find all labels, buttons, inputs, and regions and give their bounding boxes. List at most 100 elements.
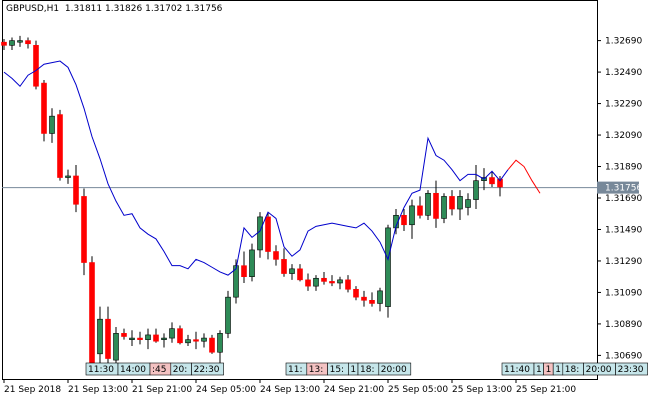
- x-tick-label: 25 Sep 05:00: [388, 385, 448, 395]
- candle-body: [321, 277, 327, 282]
- candle-body: [241, 265, 247, 277]
- candle-body: [153, 334, 159, 342]
- y-tick-label: 1.31890: [605, 163, 642, 173]
- candle-body: [49, 115, 55, 134]
- x-tick-label: 24 Sep 05:00: [196, 385, 256, 395]
- candle-body: [425, 192, 431, 216]
- chart-header: GBPUSD,H1 1.31811 1.31826 1.31702 1.3175…: [6, 4, 222, 14]
- session-label: :45: [152, 365, 166, 375]
- session-label: 13:: [309, 365, 323, 375]
- ma-line: [3, 60, 509, 276]
- y-tick-label: 1.31090: [605, 288, 642, 298]
- x-tick-label: 25 Sep 13:00: [452, 385, 512, 395]
- current-price-tag: [597, 181, 639, 194]
- candle-body: [33, 45, 39, 87]
- candle-body: [297, 268, 303, 281]
- candle-body: [385, 227, 391, 307]
- candle-body: [345, 279, 351, 290]
- y-tick-label: 1.32490: [605, 68, 642, 78]
- candle-body: [1, 41, 7, 46]
- open-value: 1.31811: [64, 4, 103, 14]
- candle-body: [169, 328, 175, 339]
- x-tick-label: 24 Sep 21:00: [324, 385, 384, 395]
- candle-body: [449, 196, 455, 210]
- session-label: 1: [555, 365, 561, 375]
- session-label: 1: [536, 365, 542, 375]
- x-tick-label: 21 Sep 21:00: [132, 385, 192, 395]
- candle-body: [225, 296, 231, 334]
- candle-body: [401, 215, 407, 226]
- candle-body: [177, 328, 183, 344]
- candle-body: [9, 40, 15, 46]
- x-tick-label: 25 Sep 21:00: [516, 385, 576, 395]
- session-label: 14:00: [120, 365, 146, 375]
- session-label: 11:: [288, 365, 302, 375]
- session-label: 11:30: [88, 365, 114, 375]
- candle-body: [313, 277, 319, 287]
- candle-body: [329, 281, 335, 284]
- y-tick-label: 1.32090: [605, 131, 642, 141]
- y-tick-label: 1.32690: [605, 37, 642, 47]
- session-label: 20:00: [586, 365, 612, 375]
- session-label: 20:: [173, 365, 187, 375]
- session-label: 1: [350, 365, 356, 375]
- candle-body: [217, 333, 223, 353]
- candle-body: [305, 279, 311, 287]
- candle-body: [57, 114, 63, 178]
- y-tick-label: 1.30690: [605, 351, 642, 361]
- candle-body: [273, 251, 279, 260]
- candle-body: [249, 249, 255, 277]
- session-label: 15:: [330, 365, 344, 375]
- ma-forecast-line: [507, 159, 541, 194]
- session-label: 23:30: [618, 365, 644, 375]
- candle-body: [441, 196, 447, 219]
- candle-body: [17, 40, 23, 43]
- x-tick-label: 21 Sep 2018: [4, 385, 61, 395]
- candle-body: [377, 290, 383, 304]
- session-label: 18:: [565, 365, 579, 375]
- candle-body: [113, 333, 119, 361]
- candle-body: [465, 199, 471, 208]
- candle-body: [185, 339, 191, 344]
- candle-body: [281, 259, 287, 274]
- session-label: 18:: [360, 365, 374, 375]
- high-value: 1.31826: [105, 4, 143, 14]
- candle-body: [337, 279, 343, 284]
- candle-body: [417, 205, 423, 216]
- candle-body: [457, 196, 463, 210]
- candle-body: [233, 265, 239, 298]
- candle-body: [89, 262, 95, 367]
- session-label-box: [378, 362, 412, 376]
- candle-body: [137, 337, 143, 340]
- candle-body: [97, 318, 103, 355]
- candle-body: [257, 216, 263, 251]
- candle-body: [409, 205, 415, 226]
- close-value: 1.31756: [185, 4, 223, 14]
- session-label-box: [191, 362, 224, 376]
- y-tick-label: 1.31690: [605, 194, 642, 204]
- candle-body: [161, 337, 167, 340]
- candle-body: [121, 333, 127, 337]
- session-label-box: [615, 362, 648, 376]
- candle-body: [73, 175, 79, 205]
- candle-body: [105, 318, 111, 359]
- candle-body: [369, 300, 375, 304]
- x-tick-label: 24 Sep 13:00: [260, 385, 320, 395]
- candle-body: [497, 178, 503, 188]
- candle-body: [81, 196, 87, 263]
- candle-body: [353, 288, 359, 298]
- y-tick-label: 1.30890: [605, 320, 642, 330]
- x-tick-label: 21 Sep 13:00: [68, 385, 128, 395]
- session-label: 20:00: [381, 365, 407, 375]
- session-label: 11:40: [504, 365, 530, 375]
- symbol-label: GBPUSD,H1: [6, 4, 60, 14]
- candle-body: [145, 334, 151, 340]
- y-tick-label: 1.31290: [605, 257, 642, 267]
- candle-body: [201, 337, 207, 342]
- session-label: 22:30: [194, 365, 220, 375]
- candle-body: [129, 337, 135, 340]
- candle-body: [65, 175, 71, 178]
- y-tick-label: 1.32290: [605, 100, 642, 110]
